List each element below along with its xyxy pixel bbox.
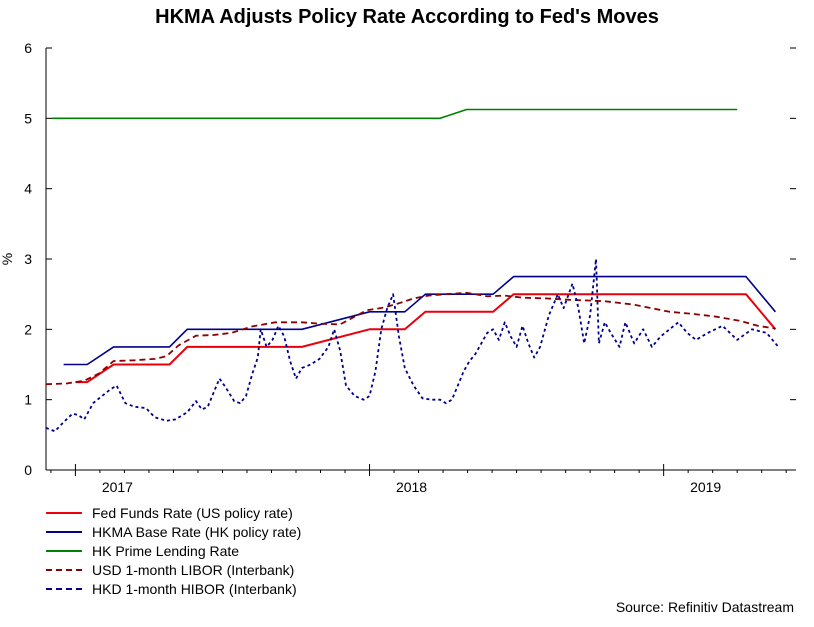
legend-label: HKD 1-month HIBOR (Interbank) xyxy=(92,580,297,597)
legend-swatch xyxy=(46,530,82,533)
y-tick-label: 3 xyxy=(24,251,32,267)
x-tick-label: 2019 xyxy=(690,479,721,495)
series-line-2 xyxy=(51,108,738,120)
chart-title: HKMA Adjusts Policy Rate According to Fe… xyxy=(155,6,659,28)
series-line-0 xyxy=(75,293,777,384)
legend: Fed Funds Rate (US policy rate) HKMA Base… xyxy=(46,503,301,598)
legend-label: HK Prime Lending Rate xyxy=(92,542,240,559)
y-tick-label: 0 xyxy=(24,462,32,478)
legend-item: HK Prime Lending Rate xyxy=(46,541,301,560)
series-line-3 xyxy=(45,291,776,386)
y-axis-label: % xyxy=(0,253,15,265)
y-tick-label: 2 xyxy=(24,321,32,337)
x-tick-label: 2017 xyxy=(102,479,133,495)
y-tick-label: 4 xyxy=(24,181,32,197)
source-note: Source: Refinitiv Datastream xyxy=(615,599,794,615)
legend-item: USD 1-month LIBOR (Interbank) xyxy=(46,560,301,579)
legend-swatch xyxy=(46,587,82,590)
legend-label: USD 1-month LIBOR (Interbank) xyxy=(92,561,295,578)
y-tick-label: 6 xyxy=(24,40,32,56)
series-line-1 xyxy=(63,275,777,366)
x-tick-label: 2018 xyxy=(396,479,427,495)
y-tick-label: 1 xyxy=(24,392,32,408)
legend-item: Fed Funds Rate (US policy rate) xyxy=(46,503,301,522)
legend-label: Fed Funds Rate (US policy rate) xyxy=(92,504,293,521)
y-tick-label: 5 xyxy=(24,110,32,126)
series-layer xyxy=(45,108,780,433)
legend-swatch xyxy=(46,511,82,514)
legend-swatch xyxy=(46,568,82,571)
legend-swatch xyxy=(46,549,82,552)
legend-item: HKMA Base Rate (HK policy rate) xyxy=(46,522,301,541)
axes: 0 1 2 3 4 5 6 2017 2018 2019 xyxy=(24,40,796,495)
legend-item: HKD 1-month HIBOR (Interbank) xyxy=(46,579,301,598)
legend-label: HKMA Base Rate (HK policy rate) xyxy=(92,523,302,540)
y-axis-label-group: % xyxy=(0,253,15,265)
series-line-4 xyxy=(45,258,780,433)
